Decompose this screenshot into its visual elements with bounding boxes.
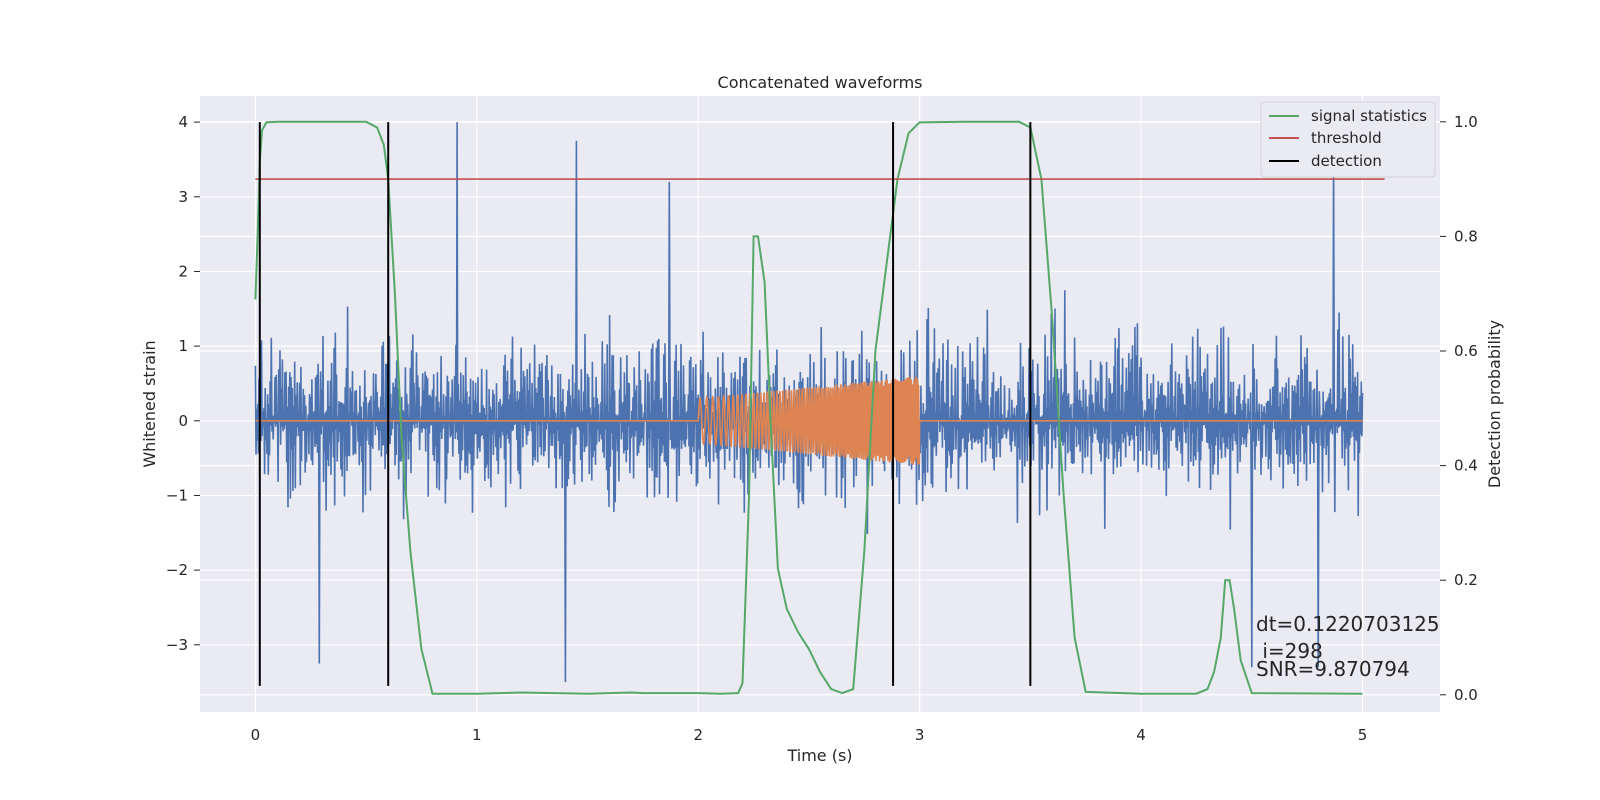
legend: signal statistics threshold detection [1260, 101, 1436, 178]
ticks: 0 1 2 3 4 5 4 3 2 1 0 −1 −2 −3 1.0 0.8 0.6 0.4 0.2 0.0 [166, 113, 1478, 744]
x-tick-label: 5 [1358, 726, 1368, 744]
legend-label-threshold: threshold [1311, 129, 1382, 147]
x-axis-label: Time (s) [786, 746, 852, 765]
annotation-dt: dt=0.1220703125 [1256, 612, 1440, 636]
y-axis-label-left: Whitened strain [140, 340, 159, 467]
annotation-block: dt=0.1220703125 i=298 SNR=9.870794 [1256, 612, 1440, 681]
x-tick-label: 0 [251, 726, 261, 744]
injection-chirp-line [255, 376, 1363, 465]
y-tick-label-left: 1 [178, 337, 188, 355]
y-tick-label-right: 0.0 [1454, 686, 1478, 704]
y-tick-label-right: 1.0 [1454, 113, 1478, 131]
chart-title: Concatenated waveforms [718, 73, 923, 92]
y-tick-label-left: −1 [166, 486, 188, 504]
x-tick-label: 1 [472, 726, 482, 744]
y-tick-label-left: 4 [178, 113, 188, 131]
y-tick-label-left: 3 [178, 188, 188, 206]
annotation-snr: SNR=9.870794 [1256, 657, 1410, 681]
x-tick-label: 3 [915, 726, 925, 744]
y-tick-label-left: −3 [166, 636, 188, 654]
legend-label-signal-statistics: signal statistics [1311, 107, 1427, 125]
y-tick-label-right: 0.2 [1454, 571, 1478, 589]
y-tick-label-right: 0.8 [1454, 227, 1478, 245]
annotation-index: i=298 [1256, 639, 1323, 663]
legend-box [1260, 101, 1436, 178]
series-layer [254, 120, 1385, 695]
x-tick-label: 2 [693, 726, 703, 744]
y-tick-label-right: 0.4 [1454, 457, 1478, 475]
y-tick-label-left: 2 [178, 262, 188, 280]
x-tick-label: 4 [1136, 726, 1146, 744]
legend-label-detection: detection [1311, 152, 1382, 170]
y-tick-label-left: 0 [178, 412, 188, 430]
y-tick-label-left: −2 [166, 561, 188, 579]
signal-statistics-line [254, 120, 1363, 695]
y-tick-label-right: 0.6 [1454, 342, 1478, 360]
y-axis-label-right: Detection probability [1485, 320, 1504, 488]
